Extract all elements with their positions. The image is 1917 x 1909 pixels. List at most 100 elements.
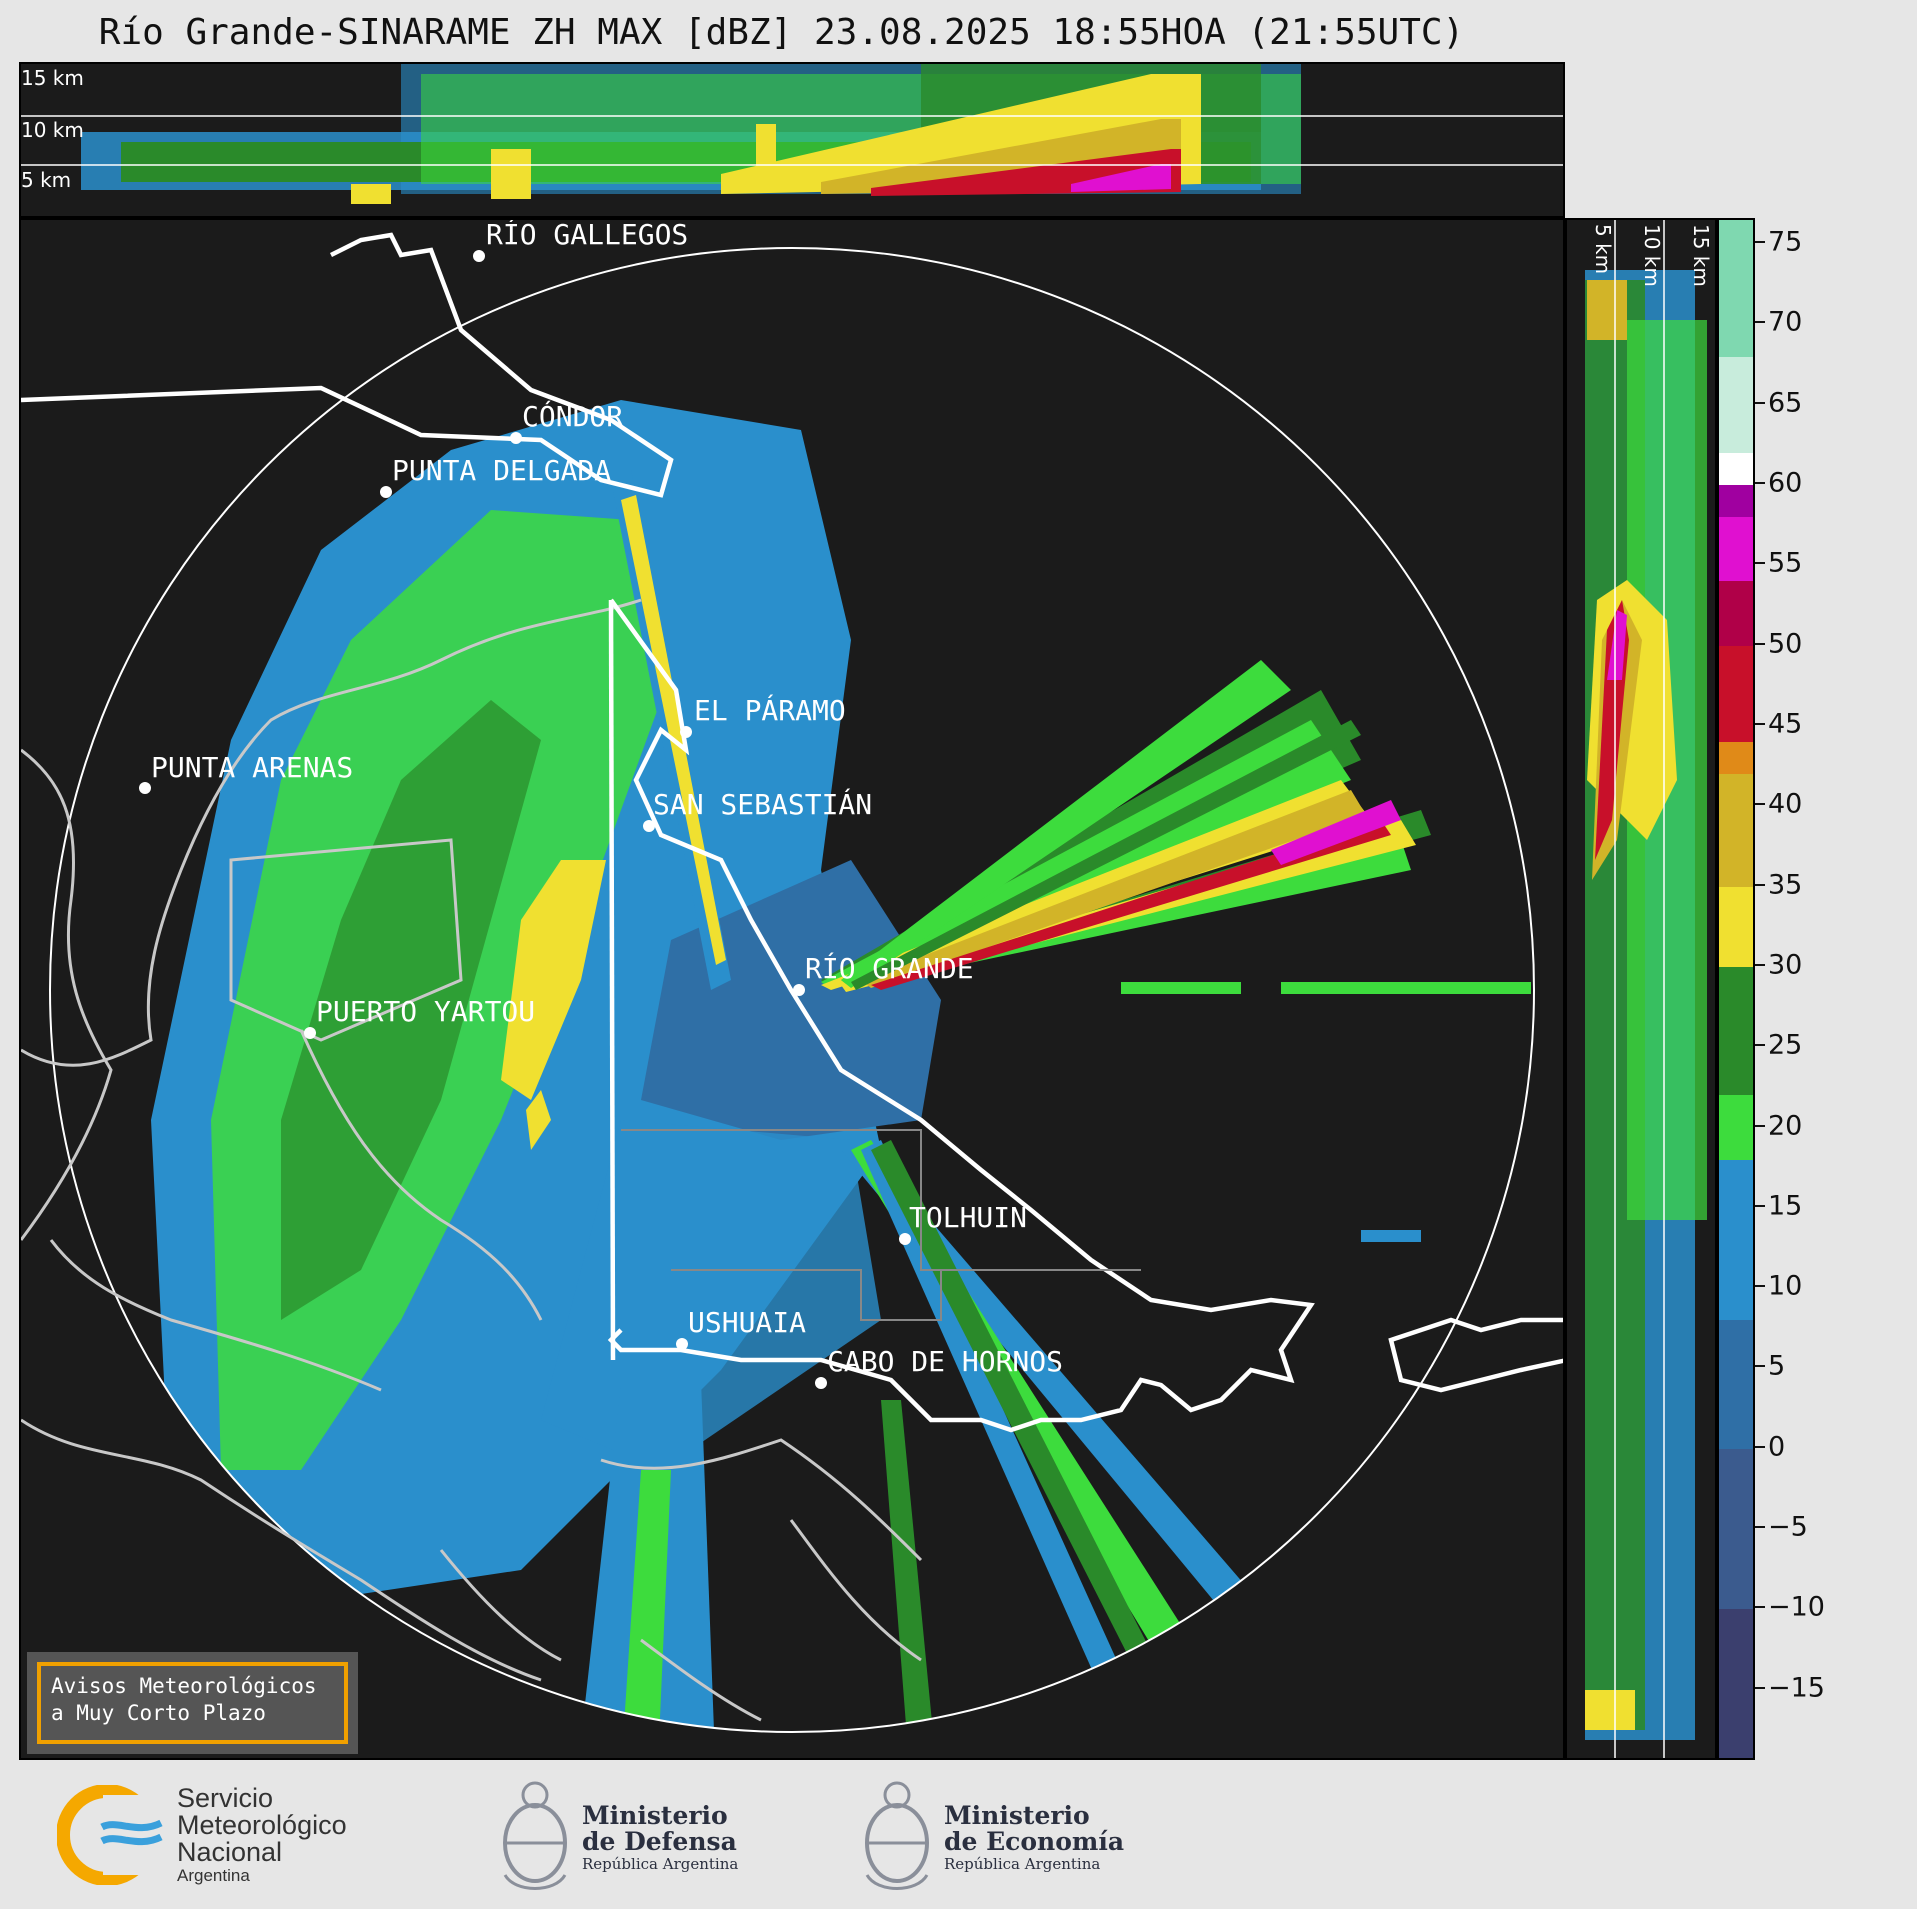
colorbar-tick-label: 65: [1768, 387, 1803, 419]
economia-logo: Ministerio de Economía República Argenti…: [857, 1775, 1137, 1900]
side-height-panel: 5 km 10 km 15 km: [1565, 218, 1717, 1760]
colorbar-tick-label: 50: [1768, 628, 1803, 660]
city-dot-punta-delgada: [380, 486, 392, 498]
top-height-label-10km: 10 km: [21, 118, 84, 142]
colorbar-band: [1719, 774, 1753, 887]
city-label-condor: CÓNDOR: [522, 399, 623, 433]
top-height-label-15km: 15 km: [21, 66, 84, 90]
reflectivity-field: [151, 400, 1531, 1732]
top-height-panel: 15 km 10 km 5 km: [19, 62, 1565, 218]
city-dot-el-paramo: [680, 726, 692, 738]
colorbar-tick: [1755, 642, 1765, 645]
colorbar-tick: [1755, 1285, 1765, 1288]
side-height-label-15km: 15 km: [1689, 224, 1713, 287]
coat-of-arms-icon: [503, 1781, 567, 1890]
colorbar-band: [1719, 645, 1753, 743]
city-dot-punta-arenas: [139, 782, 151, 794]
economia-line-2: de Economía: [944, 1827, 1125, 1856]
side-height-label-5km: 5 km: [1591, 224, 1615, 275]
colorbar-tick-label: 45: [1768, 708, 1803, 740]
warning-box[interactable]: Avisos Meteorológicos a Muy Corto Plazo: [27, 1652, 358, 1754]
city-markers: [139, 250, 911, 1389]
city-label-punta-arenas: PUNTA ARENAS: [151, 751, 353, 784]
colorbar-tick-label: 40: [1768, 788, 1803, 820]
admin-lines: [621, 1129, 1141, 1321]
city-label-tolhuin: TOLHUIN: [909, 1201, 1027, 1234]
colorbar-tick-label: 10: [1768, 1270, 1803, 1302]
borders: [21, 232, 1563, 1433]
colorbar-band: [1719, 452, 1753, 486]
colorbar-tick-label: 5: [1768, 1350, 1786, 1382]
colorbar-tick: [1755, 1044, 1765, 1047]
city-dot-rio-grande: [793, 984, 805, 996]
side-panel-echoes: [1585, 220, 1707, 1758]
colorbar-band: [1719, 1609, 1753, 1758]
colorbar-tick: [1755, 1686, 1765, 1689]
side-height-label-10km: 10 km: [1640, 224, 1664, 287]
smn-line-2: Meteorológico: [177, 1810, 347, 1840]
colorbar-tick: [1755, 1445, 1765, 1448]
colorbar-band: [1719, 966, 1753, 1096]
colorbar-tick-label: −15: [1768, 1672, 1825, 1704]
radar-map-panel: RÍO GALLEGOS CÓNDOR PUNTA DELGADA EL PÁR…: [19, 218, 1565, 1760]
colorbar-band: [1719, 886, 1753, 967]
colorbar-band: [1719, 1320, 1753, 1449]
colorbar-tick: [1755, 883, 1765, 886]
city-dot-tolhuin: [899, 1233, 911, 1245]
city-dot-condor: [510, 432, 522, 444]
colorbar-tick-label: −5: [1768, 1511, 1808, 1543]
colorbar-tick: [1755, 1365, 1765, 1368]
colorbar-tick-label: 20: [1768, 1110, 1803, 1142]
colorbar-tick: [1755, 562, 1765, 565]
city-label-ushuaia: USHUAIA: [688, 1306, 806, 1339]
colorbar-band: [1719, 1159, 1753, 1321]
city-label-cabo-de-hornos: CABO DE HORNOS: [827, 1345, 1063, 1378]
colorbar-band: [1719, 356, 1753, 453]
city-dot-puerto-yartou: [304, 1027, 316, 1039]
warning-line-2: a Muy Corto Plazo: [51, 1701, 266, 1725]
city-label-san-sebastian: SAN SEBASTIÁN: [653, 787, 872, 821]
colorbar-tick-label: 55: [1768, 547, 1803, 579]
colorbar-tick-label: 15: [1768, 1190, 1803, 1222]
city-label-rio-gallegos: RÍO GALLEGOS: [486, 220, 688, 251]
colorbar-band: [1719, 220, 1753, 357]
smn-line-4: Argentina: [177, 1866, 250, 1885]
city-label-puerto-yartou: PUERTO YARTOU: [316, 995, 535, 1028]
colorbar: [1717, 218, 1755, 1760]
coastlines: [21, 598, 923, 1722]
colorbar-band: [1719, 517, 1753, 582]
city-dot-cabo-de-hornos: [815, 1377, 827, 1389]
colorbar-band: [1719, 581, 1753, 646]
top-height-label-5km: 5 km: [21, 168, 72, 192]
colorbar-tick-label: 70: [1768, 306, 1803, 338]
chart-title: Río Grande-SINARAME ZH MAX [dBZ] 23.08.2…: [98, 12, 1465, 53]
defensa-line-1: Ministerio: [582, 1801, 728, 1830]
colorbar-tick-label: 30: [1768, 949, 1803, 981]
top-panel-echoes: [21, 64, 1563, 204]
city-dot-rio-gallegos: [473, 250, 485, 262]
colorbar-tick: [1755, 321, 1765, 324]
city-label-punta-delgada: PUNTA DELGADA: [392, 454, 611, 487]
colorbar-tick: [1755, 1204, 1765, 1207]
economia-line-1: Ministerio: [944, 1801, 1090, 1830]
colorbar-tick: [1755, 722, 1765, 725]
city-dot-ushuaia: [676, 1338, 688, 1350]
warning-line-1: Avisos Meteorológicos: [51, 1674, 317, 1698]
colorbar-tick: [1755, 1526, 1765, 1529]
smn-logo: Servicio Meteorológico Nacional Argentin…: [57, 1785, 387, 1895]
colorbar-band: [1719, 1095, 1753, 1160]
colorbar-tick: [1755, 1124, 1765, 1127]
colorbar-tick-label: 25: [1768, 1029, 1803, 1061]
smn-emblem-icon: [57, 1785, 163, 1885]
colorbar-tick: [1755, 963, 1765, 966]
city-label-rio-grande: RÍO GRANDE: [805, 951, 974, 985]
defensa-line-3: República Argentina: [582, 1855, 739, 1873]
colorbar-tick: [1755, 482, 1765, 485]
defensa-logo: Ministerio de Defensa República Argentin…: [495, 1775, 755, 1900]
colorbar-tick-label: 0: [1768, 1431, 1786, 1463]
economia-line-3: República Argentina: [944, 1855, 1101, 1873]
colorbar-tick-label: −10: [1768, 1591, 1825, 1623]
colorbar-tick: [1755, 401, 1765, 404]
colorbar-band: [1719, 485, 1753, 518]
colorbar-tick-label: 35: [1768, 869, 1803, 901]
